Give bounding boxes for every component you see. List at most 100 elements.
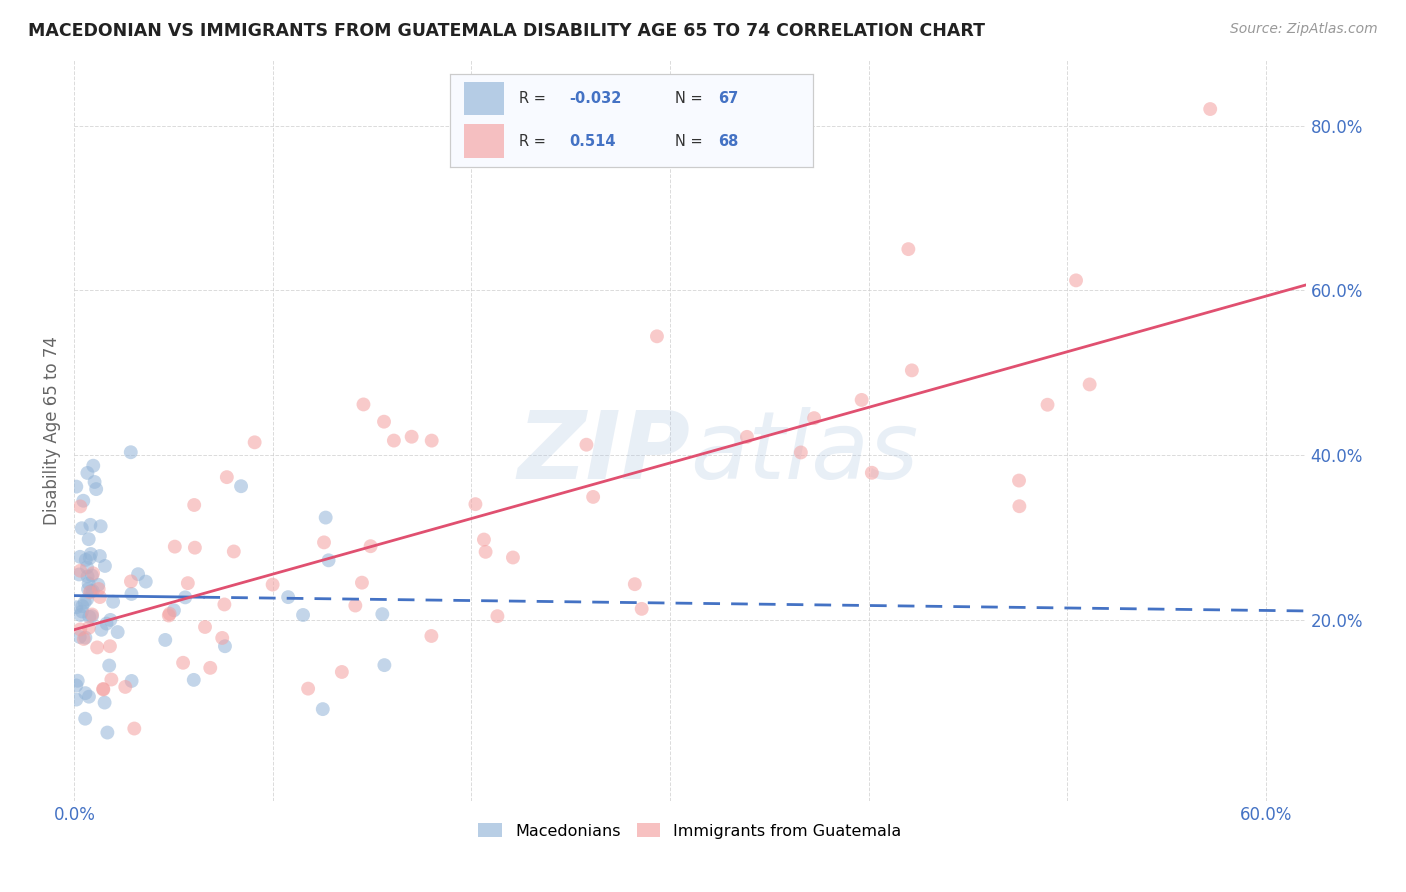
Point: [163, 603, 186, 617]
Point: [84, 482, 107, 496]
Point: [72, 599, 94, 613]
Point: [184, 541, 207, 555]
Point: [464, 497, 486, 511]
Point: [292, 607, 315, 622]
Point: [472, 533, 495, 547]
Point: [70, 604, 93, 618]
Point: [277, 590, 299, 604]
Point: [80, 607, 103, 622]
Point: [901, 363, 924, 377]
Point: [77, 582, 100, 596]
Point: [382, 434, 405, 448]
Point: [214, 598, 236, 612]
Point: [243, 435, 266, 450]
Point: [121, 587, 143, 601]
Point: [76, 569, 98, 583]
Point: [89, 590, 111, 604]
Point: [69, 500, 91, 514]
Point: [70, 521, 93, 535]
Point: [66, 673, 89, 688]
Point: [124, 722, 146, 736]
Point: [163, 540, 186, 554]
Point: [77, 690, 100, 704]
Point: [262, 577, 284, 591]
Point: [474, 545, 496, 559]
Text: MACEDONIAN VS IMMIGRANTS FROM GUATEMALA DISABILITY AGE 65 TO 74 CORRELATION CHAR: MACEDONIAN VS IMMIGRANTS FROM GUATEMALA …: [28, 22, 986, 40]
Point: [80, 584, 103, 599]
Point: [803, 411, 825, 425]
Text: atlas: atlas: [690, 407, 918, 498]
Point: [735, 430, 758, 444]
Point: [401, 430, 423, 444]
Text: ZIP: ZIP: [517, 407, 690, 499]
Point: [94, 558, 117, 573]
Point: [98, 658, 121, 673]
Point: [76, 592, 98, 607]
Point: [297, 681, 319, 696]
Point: [69, 549, 91, 564]
Point: [98, 639, 121, 653]
Y-axis label: Disability Age 65 to 74: Disability Age 65 to 74: [44, 336, 60, 524]
Point: [215, 470, 238, 484]
Point: [69, 607, 91, 622]
Point: [135, 574, 157, 589]
Point: [159, 607, 181, 621]
Point: [1064, 273, 1087, 287]
Point: [860, 466, 883, 480]
Point: [344, 599, 367, 613]
Point: [177, 576, 200, 591]
Point: [75, 631, 97, 645]
Point: [79, 551, 101, 566]
Point: [194, 620, 217, 634]
Point: [76, 560, 98, 574]
Point: [318, 553, 340, 567]
Point: [93, 696, 115, 710]
Point: [214, 639, 236, 653]
Point: [200, 661, 222, 675]
Point: [77, 621, 100, 635]
Point: [69, 564, 91, 578]
Point: [350, 575, 373, 590]
Point: [75, 686, 97, 700]
Point: [67, 567, 90, 582]
Point: [897, 242, 920, 256]
Point: [83, 475, 105, 489]
Point: [373, 415, 395, 429]
Point: [82, 566, 104, 581]
Point: [353, 397, 375, 411]
Point: [155, 632, 177, 647]
Point: [183, 498, 205, 512]
Point: [65, 678, 87, 692]
Point: [77, 576, 100, 591]
Point: [79, 517, 101, 532]
Legend: Macedonians, Immigrants from Guatemala: Macedonians, Immigrants from Guatemala: [472, 817, 908, 845]
Point: [790, 445, 813, 459]
Point: [360, 539, 382, 553]
Point: [157, 608, 180, 623]
Point: [120, 574, 142, 589]
Point: [80, 547, 103, 561]
Point: [75, 712, 97, 726]
Point: [114, 680, 136, 694]
Point: [80, 568, 103, 582]
Point: [312, 702, 335, 716]
Point: [172, 656, 194, 670]
Point: [120, 445, 142, 459]
Point: [69, 630, 91, 644]
Point: [90, 623, 112, 637]
Point: [79, 610, 101, 624]
Point: [582, 490, 605, 504]
Point: [89, 549, 111, 563]
Point: [420, 434, 443, 448]
Point: [1008, 474, 1031, 488]
Point: [79, 585, 101, 599]
Point: [211, 631, 233, 645]
Point: [183, 673, 205, 687]
Point: [229, 479, 252, 493]
Point: [96, 616, 118, 631]
Point: [96, 725, 118, 739]
Point: [127, 567, 149, 582]
Point: [121, 673, 143, 688]
Point: [73, 632, 96, 646]
Point: [1078, 377, 1101, 392]
